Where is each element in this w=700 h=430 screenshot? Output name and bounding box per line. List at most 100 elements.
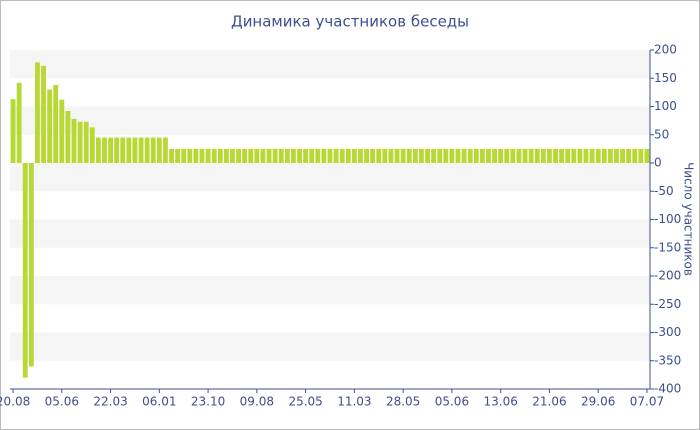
y-tick-label: 100 <box>654 99 677 113</box>
x-tick-label: 07.07 <box>630 395 664 409</box>
bar <box>175 148 181 163</box>
bar <box>47 89 53 163</box>
x-tick-label: 13.06 <box>483 395 517 409</box>
bar <box>644 148 650 163</box>
bar <box>290 148 296 163</box>
bar <box>449 148 455 163</box>
x-tick-label: 25.05 <box>288 395 322 409</box>
bar <box>138 137 144 163</box>
bar <box>479 148 485 163</box>
y-axis-title: Число участников <box>682 162 696 276</box>
bar <box>351 148 357 163</box>
bar <box>358 148 363 163</box>
bar <box>230 148 235 163</box>
bar <box>406 148 412 163</box>
bar <box>528 148 534 163</box>
y-tick-label: 200 <box>654 43 677 57</box>
bar <box>522 148 528 163</box>
bar <box>394 148 400 163</box>
bar <box>102 137 107 163</box>
bar <box>455 148 461 163</box>
bar <box>34 62 40 163</box>
y-tick-label: -50 <box>654 184 674 198</box>
bar <box>327 148 333 163</box>
grid-band <box>10 219 650 248</box>
bar <box>272 148 278 163</box>
bar <box>345 148 351 163</box>
bar <box>632 148 638 163</box>
bar <box>504 148 510 163</box>
bar <box>333 148 339 163</box>
bar <box>425 148 430 163</box>
bar <box>614 148 619 163</box>
bar <box>321 148 327 163</box>
grid-band <box>10 163 650 192</box>
bar <box>601 148 607 163</box>
x-tick-label: 20.08 <box>0 395 30 409</box>
bar <box>559 148 565 163</box>
bar <box>181 148 187 163</box>
x-tick-label: 21.06 <box>532 395 566 409</box>
bar <box>473 148 479 163</box>
bar <box>89 127 95 163</box>
bar <box>583 148 589 163</box>
bar <box>156 137 162 163</box>
x-tick-label: 05.06 <box>45 395 79 409</box>
bar <box>546 148 552 163</box>
bar <box>315 148 321 163</box>
bar <box>467 148 473 163</box>
bar <box>223 148 229 163</box>
bar <box>278 148 284 163</box>
bar <box>144 137 150 163</box>
x-tick-label: 29.06 <box>581 395 615 409</box>
y-tick-label: -100 <box>654 212 681 226</box>
bar <box>83 121 89 163</box>
bar <box>431 148 437 163</box>
x-tick-label: 11.03 <box>337 395 371 409</box>
bar <box>254 148 260 163</box>
bar <box>382 148 388 163</box>
bar <box>461 148 467 163</box>
bar <box>418 148 424 163</box>
bar <box>437 148 443 163</box>
bar <box>120 137 126 163</box>
bar <box>516 148 522 163</box>
bar <box>16 82 22 163</box>
bar <box>162 137 168 163</box>
bar <box>187 148 193 163</box>
bar <box>400 148 406 163</box>
bar <box>22 163 28 378</box>
bar <box>248 148 254 163</box>
bar <box>297 148 302 163</box>
grid-band <box>10 106 650 135</box>
bar <box>169 148 174 163</box>
bar <box>95 137 101 163</box>
bar <box>108 137 114 163</box>
bar <box>388 148 394 163</box>
bar <box>553 148 558 163</box>
bar <box>595 148 601 163</box>
bar <box>77 121 83 163</box>
bar <box>266 148 272 163</box>
bands <box>10 50 650 361</box>
x-tick-label: 05.06 <box>435 395 469 409</box>
bar <box>65 111 71 163</box>
bar <box>376 148 382 163</box>
bar <box>126 137 132 163</box>
bar <box>589 148 595 163</box>
bar <box>510 148 516 163</box>
bar <box>150 137 156 163</box>
x-tick-label: 06.01 <box>142 395 176 409</box>
bar <box>364 148 370 163</box>
bar <box>339 148 345 163</box>
grid-band <box>10 50 650 79</box>
y-tick-label: -300 <box>654 325 681 339</box>
bar <box>217 148 223 163</box>
bar <box>486 148 491 163</box>
bar <box>492 148 498 163</box>
bar <box>236 148 242 163</box>
grid-band <box>10 332 650 361</box>
x-tick-label: 23.10 <box>191 395 225 409</box>
bar <box>242 148 248 163</box>
